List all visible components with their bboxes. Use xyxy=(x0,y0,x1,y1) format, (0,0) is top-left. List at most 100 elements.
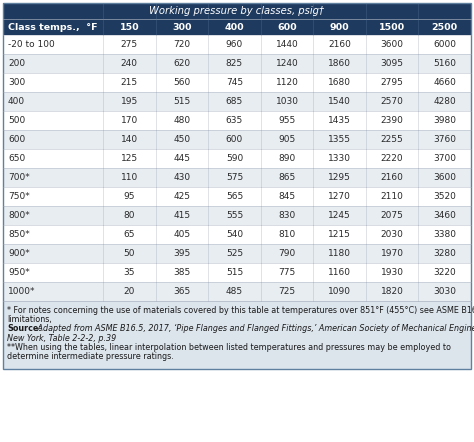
Text: 140: 140 xyxy=(121,135,138,144)
Text: 215: 215 xyxy=(121,78,138,87)
Text: 905: 905 xyxy=(278,135,296,144)
Text: 6000: 6000 xyxy=(433,40,456,49)
Text: 775: 775 xyxy=(278,268,296,277)
Bar xyxy=(3,3,471,369)
Text: 600: 600 xyxy=(277,23,297,31)
Text: 955: 955 xyxy=(278,116,296,125)
Text: 400: 400 xyxy=(225,23,244,31)
Bar xyxy=(3,149,471,168)
Bar xyxy=(3,111,471,130)
Text: Class temps.,  °F: Class temps., °F xyxy=(8,23,98,31)
Text: 1030: 1030 xyxy=(275,97,299,106)
Text: 385: 385 xyxy=(173,268,191,277)
Text: 845: 845 xyxy=(278,192,296,201)
Text: 3095: 3095 xyxy=(381,59,404,68)
Text: 405: 405 xyxy=(173,230,191,239)
Bar xyxy=(3,19,103,35)
Text: 3380: 3380 xyxy=(433,230,456,239)
Bar xyxy=(208,19,261,35)
Text: 415: 415 xyxy=(173,211,191,220)
Bar xyxy=(3,206,471,225)
Text: 685: 685 xyxy=(226,97,243,106)
Bar xyxy=(103,19,155,35)
Text: 1355: 1355 xyxy=(328,135,351,144)
Text: 900: 900 xyxy=(330,23,349,31)
Bar xyxy=(3,225,471,244)
Bar xyxy=(3,263,471,282)
Text: determine intermediate pressure ratings.: determine intermediate pressure ratings. xyxy=(7,352,174,361)
Text: 515: 515 xyxy=(226,268,243,277)
Text: 1440: 1440 xyxy=(275,40,298,49)
Text: **When using the tables, linear interpolation between listed temperatures and pr: **When using the tables, linear interpol… xyxy=(7,343,451,352)
Text: 445: 445 xyxy=(173,154,191,163)
Text: 725: 725 xyxy=(278,287,296,296)
Text: 300: 300 xyxy=(172,23,191,31)
Text: 1540: 1540 xyxy=(328,97,351,106)
Text: 275: 275 xyxy=(121,40,138,49)
Bar xyxy=(3,187,471,206)
Bar xyxy=(3,282,471,301)
Text: 2795: 2795 xyxy=(381,78,403,87)
Text: 600: 600 xyxy=(8,135,25,144)
Text: 3520: 3520 xyxy=(433,192,456,201)
Text: 65: 65 xyxy=(124,230,135,239)
Bar xyxy=(419,19,471,35)
Text: 810: 810 xyxy=(278,230,296,239)
Text: 1295: 1295 xyxy=(328,173,351,182)
Text: 3760: 3760 xyxy=(433,135,456,144)
Text: 1435: 1435 xyxy=(328,116,351,125)
Text: 1860: 1860 xyxy=(328,59,351,68)
Text: 850*: 850* xyxy=(8,230,30,239)
Text: 3700: 3700 xyxy=(433,154,456,163)
Text: 2570: 2570 xyxy=(381,97,403,106)
Text: 620: 620 xyxy=(173,59,191,68)
Text: 4660: 4660 xyxy=(433,78,456,87)
Text: 900*: 900* xyxy=(8,249,30,258)
Text: 2500: 2500 xyxy=(432,23,458,31)
Text: 1680: 1680 xyxy=(328,78,351,87)
Text: 430: 430 xyxy=(173,173,191,182)
Text: 3280: 3280 xyxy=(433,249,456,258)
Text: 960: 960 xyxy=(226,40,243,49)
Text: 5160: 5160 xyxy=(433,59,456,68)
Text: 745: 745 xyxy=(226,78,243,87)
Text: 110: 110 xyxy=(121,173,138,182)
Text: Adapted from ASME B16.5, 2017, ‘Pipe Flanges and Flanged Fittings,’ American Soc: Adapted from ASME B16.5, 2017, ‘Pipe Fla… xyxy=(35,324,474,333)
Text: 480: 480 xyxy=(173,116,191,125)
Text: 1240: 1240 xyxy=(275,59,298,68)
Text: 450: 450 xyxy=(173,135,191,144)
Text: 2390: 2390 xyxy=(381,116,403,125)
Bar xyxy=(3,35,471,54)
Text: 170: 170 xyxy=(121,116,138,125)
Text: 515: 515 xyxy=(173,97,191,106)
Text: 3460: 3460 xyxy=(433,211,456,220)
Text: 20: 20 xyxy=(124,287,135,296)
Text: Working pressure by classes, psig†: Working pressure by classes, psig† xyxy=(149,6,325,16)
Text: 540: 540 xyxy=(226,230,243,239)
Text: 2255: 2255 xyxy=(381,135,403,144)
Text: 1820: 1820 xyxy=(381,287,403,296)
Text: 365: 365 xyxy=(173,287,191,296)
Text: 425: 425 xyxy=(173,192,191,201)
Text: 575: 575 xyxy=(226,173,243,182)
Text: 95: 95 xyxy=(124,192,135,201)
Text: 1270: 1270 xyxy=(328,192,351,201)
Text: 825: 825 xyxy=(226,59,243,68)
Text: 125: 125 xyxy=(121,154,138,163)
Text: -20 to 100: -20 to 100 xyxy=(8,40,55,49)
Text: 3030: 3030 xyxy=(433,287,456,296)
Text: 565: 565 xyxy=(226,192,243,201)
Text: 1500: 1500 xyxy=(379,23,405,31)
Bar xyxy=(261,19,313,35)
Text: 50: 50 xyxy=(124,249,135,258)
Text: 2075: 2075 xyxy=(381,211,403,220)
Text: 2220: 2220 xyxy=(381,154,403,163)
Bar xyxy=(3,244,471,263)
Text: 2160: 2160 xyxy=(328,40,351,49)
Text: 80: 80 xyxy=(124,211,135,220)
Text: 865: 865 xyxy=(278,173,296,182)
Text: New York, Table 2-2-2, p.39: New York, Table 2-2-2, p.39 xyxy=(7,334,116,343)
Text: 555: 555 xyxy=(226,211,243,220)
Text: 700*: 700* xyxy=(8,173,30,182)
Bar xyxy=(3,92,471,111)
